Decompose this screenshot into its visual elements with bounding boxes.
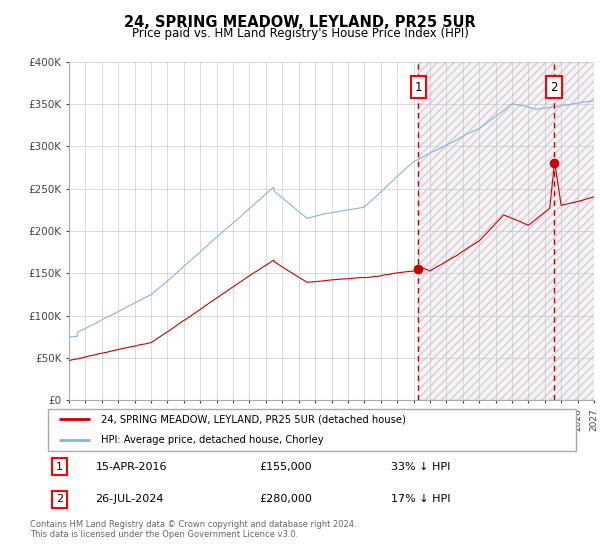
Text: 17% ↓ HPI: 17% ↓ HPI — [391, 494, 451, 505]
Text: 26-JUL-2024: 26-JUL-2024 — [95, 494, 164, 505]
Bar — [418, 62, 594, 400]
Text: Contains HM Land Registry data © Crown copyright and database right 2024.
This d: Contains HM Land Registry data © Crown c… — [30, 520, 356, 539]
FancyBboxPatch shape — [48, 409, 576, 451]
Text: £155,000: £155,000 — [259, 461, 312, 472]
Text: 1: 1 — [415, 81, 422, 94]
Text: 33% ↓ HPI: 33% ↓ HPI — [391, 461, 451, 472]
Text: HPI: Average price, detached house, Chorley: HPI: Average price, detached house, Chor… — [101, 435, 323, 445]
Text: Price paid vs. HM Land Registry's House Price Index (HPI): Price paid vs. HM Land Registry's House … — [131, 27, 469, 40]
Bar — [418, 62, 594, 400]
Text: 24, SPRING MEADOW, LEYLAND, PR25 5UR (detached house): 24, SPRING MEADOW, LEYLAND, PR25 5UR (de… — [101, 414, 406, 424]
Text: 1: 1 — [56, 461, 63, 472]
Text: 2: 2 — [56, 494, 63, 505]
Text: 2: 2 — [550, 81, 558, 94]
Text: 15-APR-2016: 15-APR-2016 — [95, 461, 167, 472]
Text: £280,000: £280,000 — [259, 494, 312, 505]
Text: 24, SPRING MEADOW, LEYLAND, PR25 5UR: 24, SPRING MEADOW, LEYLAND, PR25 5UR — [124, 15, 476, 30]
